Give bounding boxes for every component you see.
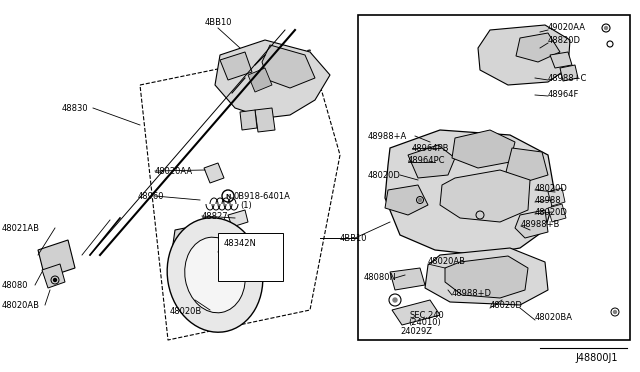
Polygon shape	[478, 25, 570, 85]
Polygon shape	[248, 68, 272, 92]
Bar	[358, 15, 630, 340]
Polygon shape	[228, 210, 248, 227]
Text: 48020BA: 48020BA	[535, 314, 573, 323]
Polygon shape	[204, 163, 224, 183]
Text: SEC.240: SEC.240	[410, 311, 445, 320]
Text: 48964F: 48964F	[548, 90, 579, 99]
Text: 48020D: 48020D	[368, 170, 401, 180]
Polygon shape	[390, 268, 425, 290]
Polygon shape	[392, 300, 440, 325]
Text: 48960: 48960	[138, 192, 164, 201]
Circle shape	[614, 311, 616, 314]
Text: 48964PB: 48964PB	[412, 144, 449, 153]
Text: 48020AB: 48020AB	[428, 257, 466, 266]
Text: 48020AA: 48020AA	[155, 167, 193, 176]
Text: 48021AB: 48021AB	[2, 224, 40, 232]
Text: 0B918-6401A: 0B918-6401A	[234, 192, 291, 201]
Polygon shape	[38, 240, 75, 278]
Text: 48020D: 48020D	[490, 301, 523, 311]
Text: N: N	[225, 193, 230, 199]
Text: 48820D: 48820D	[548, 35, 581, 45]
Polygon shape	[452, 130, 515, 168]
Polygon shape	[258, 52, 278, 71]
Text: 48020B: 48020B	[170, 308, 202, 317]
Polygon shape	[255, 108, 275, 132]
Polygon shape	[42, 264, 65, 288]
Polygon shape	[385, 130, 555, 255]
Text: 48988: 48988	[535, 196, 562, 205]
Polygon shape	[425, 248, 548, 305]
Text: 4BB10: 4BB10	[340, 234, 367, 243]
Text: 48020AB: 48020AB	[2, 301, 40, 310]
Text: (24010): (24010)	[408, 318, 441, 327]
Text: 48827: 48827	[202, 212, 228, 221]
Circle shape	[393, 298, 397, 302]
Text: 48988+D: 48988+D	[452, 289, 492, 298]
Polygon shape	[220, 52, 252, 80]
Circle shape	[605, 26, 607, 29]
Circle shape	[54, 279, 56, 282]
Polygon shape	[215, 40, 330, 118]
Polygon shape	[550, 52, 572, 68]
Polygon shape	[240, 74, 260, 94]
Polygon shape	[506, 148, 548, 182]
Text: 48020D: 48020D	[535, 208, 568, 217]
Ellipse shape	[185, 237, 245, 313]
Bar	[218, 233, 283, 281]
Text: 48988+B: 48988+B	[521, 219, 561, 228]
Polygon shape	[262, 45, 315, 88]
Text: 48988+A: 48988+A	[368, 131, 407, 141]
Polygon shape	[445, 256, 528, 298]
Ellipse shape	[167, 218, 263, 332]
Text: 48988+C: 48988+C	[548, 74, 588, 83]
Polygon shape	[170, 220, 240, 295]
Text: 48964PC: 48964PC	[408, 155, 445, 164]
Text: 48080: 48080	[2, 280, 29, 289]
Circle shape	[419, 199, 422, 202]
Text: (1): (1)	[240, 201, 252, 209]
Polygon shape	[548, 188, 565, 206]
Polygon shape	[408, 145, 455, 178]
Polygon shape	[548, 204, 566, 222]
Text: J48800J1: J48800J1	[575, 353, 618, 363]
Polygon shape	[385, 185, 428, 215]
Text: 48080N: 48080N	[364, 273, 397, 282]
Text: 48830: 48830	[62, 103, 88, 112]
Polygon shape	[560, 65, 578, 81]
Text: 48342N: 48342N	[224, 238, 257, 247]
Text: 49020AA: 49020AA	[548, 22, 586, 32]
Polygon shape	[240, 110, 257, 130]
Polygon shape	[516, 33, 560, 62]
Polygon shape	[515, 210, 548, 238]
Polygon shape	[440, 170, 530, 222]
Text: 4BB10: 4BB10	[204, 17, 232, 26]
Text: 24029Z: 24029Z	[400, 327, 432, 337]
Text: 48020D: 48020D	[535, 183, 568, 192]
